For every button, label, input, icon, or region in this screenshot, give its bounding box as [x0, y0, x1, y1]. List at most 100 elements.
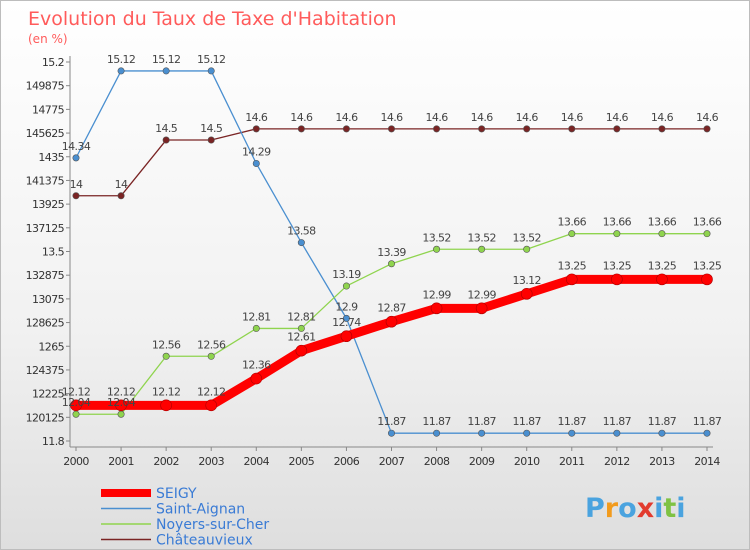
data-label: 13.66 — [603, 216, 632, 229]
chart-title: Evolution du Taux de Taxe d'Habitation — [28, 8, 397, 30]
data-point — [568, 125, 576, 133]
data-label: 13.12 — [512, 274, 541, 287]
data-point — [478, 125, 486, 133]
data-point — [658, 125, 666, 133]
data-point — [295, 344, 308, 357]
y-tick-label: 132875 — [26, 269, 65, 282]
data-label: 13.39 — [377, 246, 406, 259]
data-label: 11.87 — [693, 415, 722, 428]
data-label: 14.6 — [651, 111, 674, 124]
data-point — [478, 245, 486, 253]
data-point — [433, 245, 441, 253]
data-point — [342, 314, 350, 322]
data-point — [430, 302, 443, 315]
data-label: 14.6 — [290, 111, 313, 124]
data-point — [387, 260, 395, 268]
legend: SEIGYSaint-AignanNoyers-sur-CherChâteauv… — [101, 486, 269, 549]
data-label: 13.66 — [558, 216, 587, 229]
legend-entry: Noyers-sur-Cher — [101, 517, 269, 533]
data-point — [342, 282, 350, 290]
data-point — [340, 330, 353, 343]
data-label: 14.6 — [696, 111, 719, 124]
y-tick-label: 11.8 — [42, 435, 65, 448]
data-point — [162, 136, 170, 144]
data-point — [117, 410, 125, 418]
data-label: 12.81 — [287, 310, 316, 323]
data-label: 14.6 — [471, 111, 494, 124]
data-point — [252, 125, 260, 133]
x-tick-label: 2006 — [334, 455, 360, 468]
data-point — [568, 429, 576, 437]
data-labels: 14 14 14.5 14.5 14.6 14.6 14.6 14.6 14.6 14.6 14.6… — [62, 53, 723, 428]
data-label: 12.99 — [422, 288, 451, 301]
x-tick-label: 2008 — [424, 455, 450, 468]
legend-label: SEIGY — [156, 486, 197, 502]
data-label: 12.74 — [332, 316, 361, 329]
data-point — [297, 125, 305, 133]
data-point — [297, 239, 305, 247]
y-tick-label: 141375 — [26, 174, 65, 187]
x-tick-label: 2005 — [289, 455, 315, 468]
data-point — [115, 399, 127, 412]
legend-label: Noyers-sur-Cher — [156, 517, 269, 533]
data-label: 11.87 — [377, 415, 406, 428]
data-point — [703, 230, 711, 238]
data-point — [297, 324, 305, 332]
y-tick-label: 137125 — [26, 222, 65, 235]
data-point — [475, 302, 488, 315]
data-label: 13.52 — [467, 231, 496, 244]
data-label: 12.12 — [107, 385, 136, 398]
data-point — [72, 192, 80, 200]
data-label: 13.52 — [422, 231, 451, 244]
data-label: 12.81 — [242, 310, 271, 323]
data-label: 12.9 — [335, 300, 358, 313]
data-label: 14.6 — [516, 111, 539, 124]
legend-entry: SEIGY — [101, 486, 197, 502]
data-label: 13.58 — [287, 225, 316, 238]
data-label: 13.25 — [648, 259, 677, 272]
data-point — [613, 125, 621, 133]
data-label: 13.19 — [332, 268, 361, 281]
data-point — [613, 429, 621, 437]
data-point — [207, 67, 215, 75]
data-label: 12.61 — [287, 331, 316, 344]
x-tick-label: 2002 — [153, 455, 179, 468]
data-label: 11.87 — [558, 415, 587, 428]
x-tick-label: 2007 — [379, 455, 405, 468]
x-tick-label: 2009 — [469, 455, 495, 468]
data-label: 11.87 — [512, 415, 541, 428]
series-line — [76, 128, 707, 197]
series-ch-teauvieux — [72, 125, 711, 200]
data-label: 11.87 — [603, 415, 632, 428]
data-label: 15.12 — [152, 53, 181, 66]
data-label: 13.52 — [512, 231, 541, 244]
data-point — [523, 125, 531, 133]
data-label: 14.6 — [606, 111, 629, 124]
data-point — [478, 429, 486, 437]
data-point — [613, 230, 621, 238]
data-point — [250, 372, 263, 385]
y-tick-label: 13075 — [32, 293, 65, 306]
data-label: 14.6 — [245, 111, 268, 124]
data-point — [658, 429, 666, 437]
data-point — [160, 399, 172, 412]
proxiti-logo: Proxiti — [585, 493, 686, 524]
x-tick-label: 2014 — [694, 455, 720, 468]
data-point — [72, 410, 80, 418]
data-point — [568, 230, 576, 238]
data-point — [117, 192, 125, 200]
data-point — [701, 273, 713, 286]
y-tick-label: 14775 — [32, 103, 65, 116]
data-label: 12.36 — [242, 359, 271, 372]
x-tick-label: 2013 — [649, 455, 675, 468]
data-point — [656, 273, 668, 286]
data-point — [72, 154, 80, 162]
legend-label: Châteauvieux — [156, 533, 253, 549]
x-tick-label: 2004 — [243, 455, 269, 468]
series-noyers-sur-cher — [72, 230, 711, 418]
data-point — [385, 315, 398, 328]
data-point — [658, 230, 666, 238]
data-label: 12.99 — [467, 288, 496, 301]
data-point — [342, 125, 350, 133]
